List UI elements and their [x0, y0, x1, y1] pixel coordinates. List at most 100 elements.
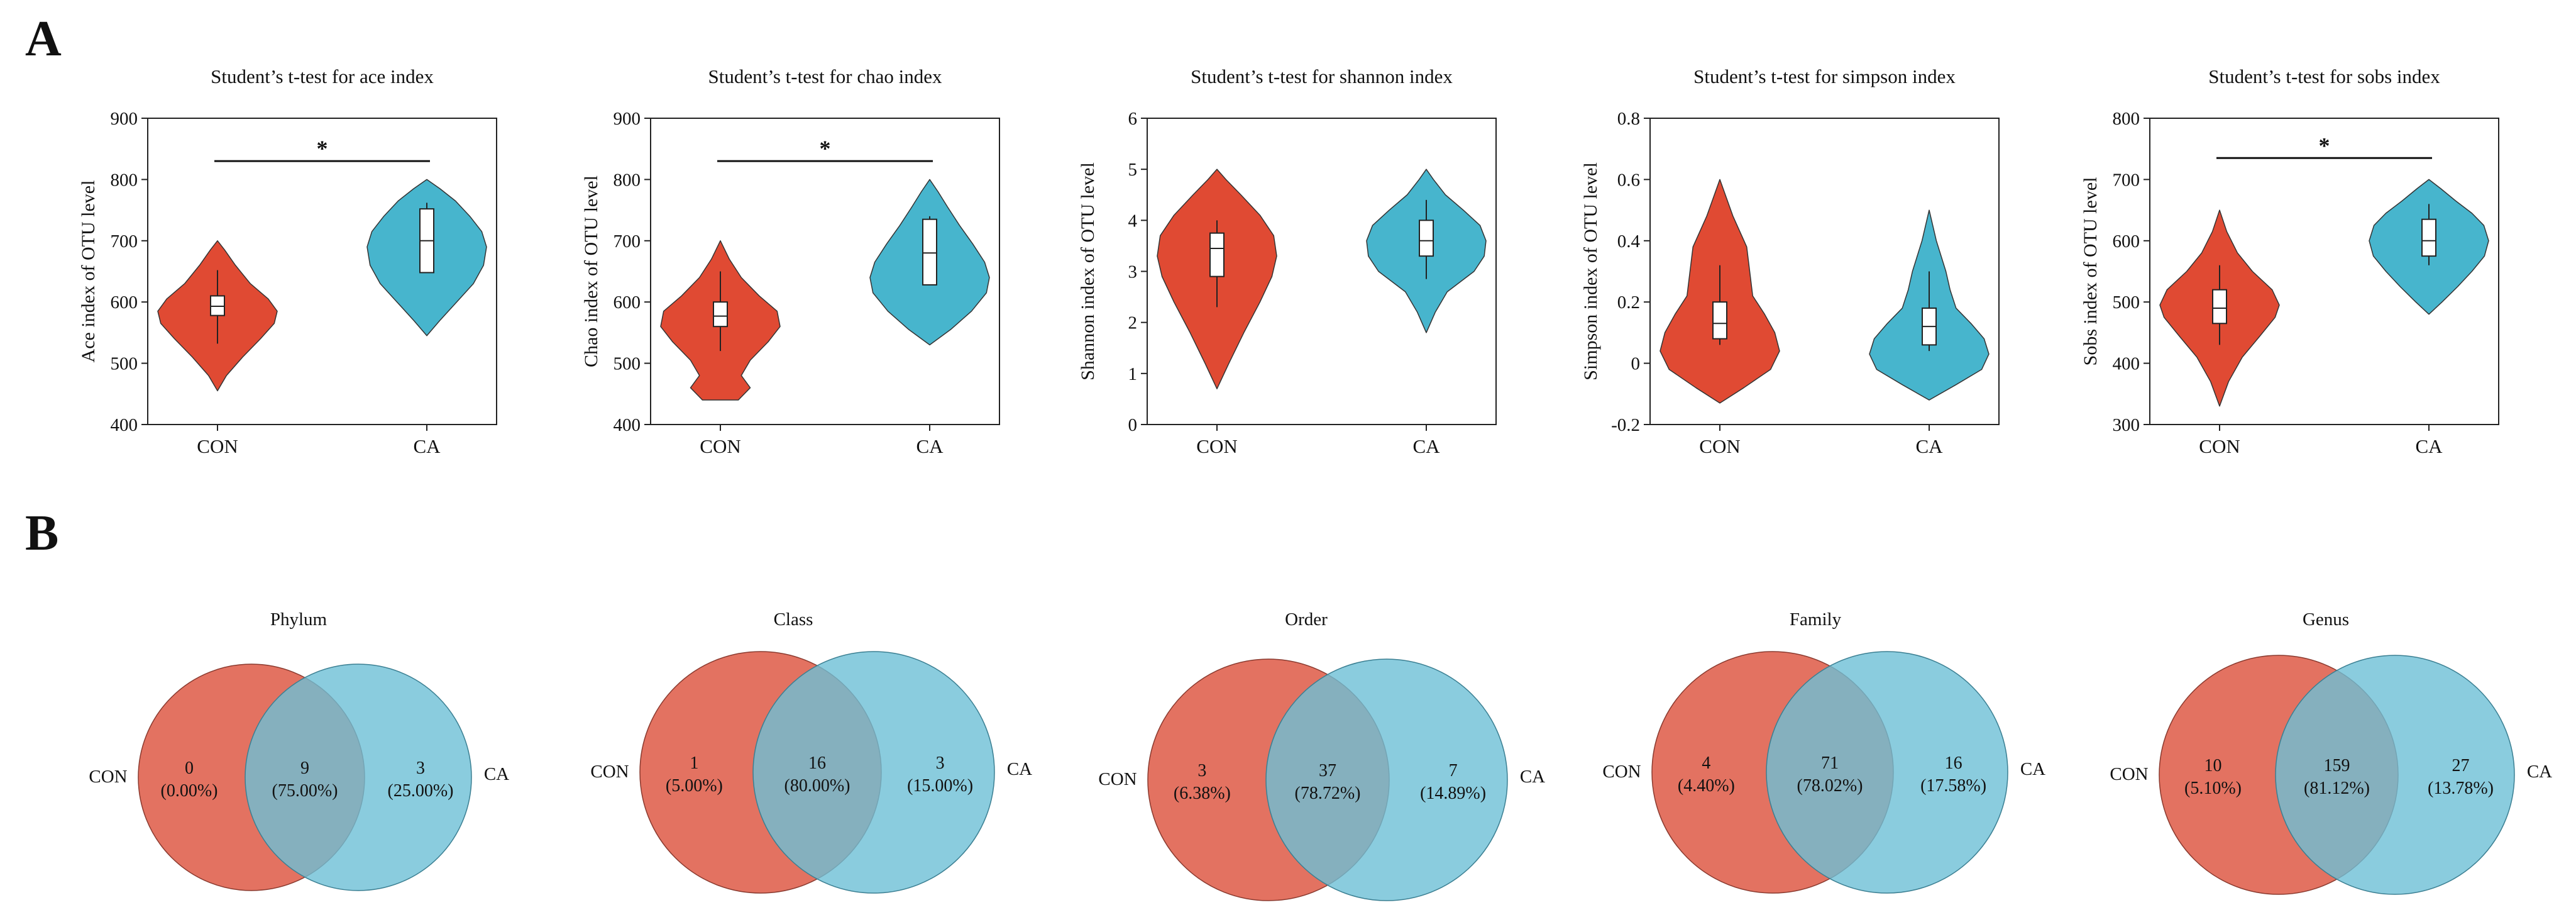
plot-frame — [2149, 118, 2499, 425]
venn-circle-ca — [1766, 651, 2008, 894]
venn-diagram-3: Order CON CA 3 (6.38%) 37 (78.72%) 7 (14.89%) — [1098, 609, 1545, 901]
venn-shared-count: 9 — [300, 758, 309, 778]
venn-shared-count: 16 — [808, 753, 826, 773]
venn-label-ca: CA — [484, 764, 509, 784]
box-ca — [922, 218, 937, 286]
y-tick-label: 700 — [614, 231, 641, 252]
significance-star: * — [2319, 133, 2330, 158]
significance-star: * — [317, 136, 328, 161]
y-tick-label: 900 — [111, 109, 138, 129]
venn-right-pct: (15.00%) — [907, 776, 973, 796]
chart-title: Student’s t-test for shannon index — [1191, 65, 1453, 87]
venn-shared-pct: (78.02%) — [1797, 776, 1863, 796]
y-tick-label: 0.4 — [1617, 231, 1641, 252]
venn-right-count: 27 — [2452, 756, 2470, 775]
venn-right-count: 3 — [936, 753, 945, 773]
y-tick-label: 400 — [111, 415, 138, 435]
y-tick-label: 600 — [614, 292, 641, 313]
box-con — [1712, 301, 1727, 340]
y-tick-label: 600 — [111, 292, 138, 313]
venn-title: Genus — [2303, 609, 2349, 630]
venn-shared-pct: (80.00%) — [784, 776, 850, 796]
y-tick-label: 3 — [1128, 262, 1138, 282]
y-tick-label: 800 — [111, 170, 138, 190]
x-tick-label: CON — [1699, 435, 1740, 457]
y-tick-label: 700 — [2113, 170, 2140, 190]
venn-label-ca: CA — [2020, 759, 2045, 779]
venn-label-ca: CA — [1520, 767, 1545, 787]
box-con — [2212, 289, 2227, 325]
venn-right-pct: (14.89%) — [1420, 784, 1486, 803]
venn-left-pct: (5.10%) — [2184, 779, 2242, 798]
y-tick-label: 0 — [1128, 415, 1138, 435]
y-axis-label: Simpson index of OTU level — [1580, 162, 1601, 380]
venn-diagram-4: Family CON CA 4 (4.40%) 71 (78.02%) 16 (17.58%) — [1602, 609, 2045, 894]
y-axis-label: Sobs index of OTU level — [2080, 177, 2101, 366]
box-ca — [2421, 218, 2436, 257]
x-tick-label: CA — [1915, 435, 1943, 457]
venn-right-count: 7 — [1449, 761, 1458, 780]
y-tick-label: 900 — [614, 109, 641, 129]
chart-title: Student’s t-test for ace index — [211, 65, 434, 87]
venn-title: Phylum — [270, 609, 328, 630]
y-tick-label: 0 — [1631, 354, 1641, 374]
venn-shared-pct: (75.00%) — [272, 781, 338, 801]
venn-diagram-1: Phylum CON CA 0 (0.00%) 9 (75.00%) 3 (25.00%) — [89, 609, 509, 891]
venn-right-pct: (13.78%) — [2428, 779, 2494, 798]
x-tick-label: CA — [916, 435, 944, 457]
x-tick-label: CA — [413, 435, 441, 457]
box-con — [713, 301, 728, 328]
venn-left-count: 4 — [1702, 753, 1710, 773]
venn-left-count: 10 — [2204, 756, 2222, 775]
y-tick-label: 1 — [1128, 364, 1138, 384]
venn-circle-ca — [245, 664, 472, 891]
violin-chart-3: Student’s t-test for shannon index 0 1 2 3 4 5… — [1077, 65, 1497, 457]
y-tick-label: 2 — [1128, 313, 1138, 333]
venn-left-pct: (4.40%) — [1678, 776, 1735, 796]
venn-title: Family — [1790, 609, 1842, 630]
y-tick-label: 0.8 — [1617, 109, 1640, 129]
y-axis-label: Ace index of OTU level — [78, 181, 99, 363]
y-tick-label: 400 — [2113, 354, 2140, 374]
y-axis-label: Shannon index of OTU level — [1077, 162, 1098, 380]
venn-label-con: CON — [1602, 762, 1641, 782]
violin-chart-1: Student’s t-test for ace index 400 500 600 7… — [78, 65, 497, 457]
chart-title: Student’s t-test for sobs index — [2208, 65, 2440, 87]
venn-label-con: CON — [1098, 769, 1137, 789]
y-tick-label: 4 — [1128, 211, 1138, 231]
chart-title: Student’s t-test for simpson index — [1693, 65, 1956, 87]
x-tick-label: CON — [2199, 435, 2240, 457]
x-tick-label: CON — [197, 435, 238, 457]
venn-circle-ca — [752, 651, 995, 894]
y-tick-label: -0.2 — [1611, 415, 1640, 435]
venn-circle-ca — [2275, 655, 2515, 895]
chart-title: Student’s t-test for chao index — [708, 65, 942, 87]
violin-chart-4: Student’s t-test for simpson index -0.2 0 0… — [1580, 65, 2000, 457]
venn-right-count: 3 — [416, 758, 425, 778]
plot-frame — [1649, 118, 2000, 425]
venn-title: Order — [1285, 609, 1328, 630]
venn-circle-ca — [1265, 658, 1508, 901]
y-tick-label: 300 — [2113, 415, 2140, 435]
panel-label-a: A — [25, 11, 62, 67]
y-tick-label: 500 — [2113, 292, 2140, 313]
y-tick-label: 600 — [2113, 231, 2140, 252]
venn-diagram-2: Class CON CA 1 (5.00%) 16 (80.00%) 3 (15.00%) — [590, 609, 1032, 894]
venn-shared-count: 159 — [2324, 756, 2350, 775]
violin-chart-5: Student’s t-test for sobs index 300 400 500… — [2080, 65, 2499, 457]
x-tick-label: CON — [700, 435, 740, 457]
venn-label-ca: CA — [1007, 759, 1032, 779]
significance-star: * — [820, 136, 831, 161]
venn-left-pct: (6.38%) — [1174, 784, 1231, 803]
venn-shared-pct: (78.72%) — [1295, 784, 1361, 803]
y-tick-label: 400 — [614, 415, 641, 435]
box-ca — [1419, 219, 1434, 257]
venn-left-count: 1 — [690, 753, 698, 773]
y-tick-label: 500 — [111, 354, 138, 374]
y-tick-label: 800 — [2113, 109, 2140, 129]
y-tick-label: 800 — [614, 170, 641, 190]
y-tick-label: 700 — [111, 231, 138, 252]
venn-left-pct: (5.00%) — [666, 776, 723, 796]
violin-chart-2: Student’s t-test for chao index 400 500 600… — [581, 65, 1000, 457]
